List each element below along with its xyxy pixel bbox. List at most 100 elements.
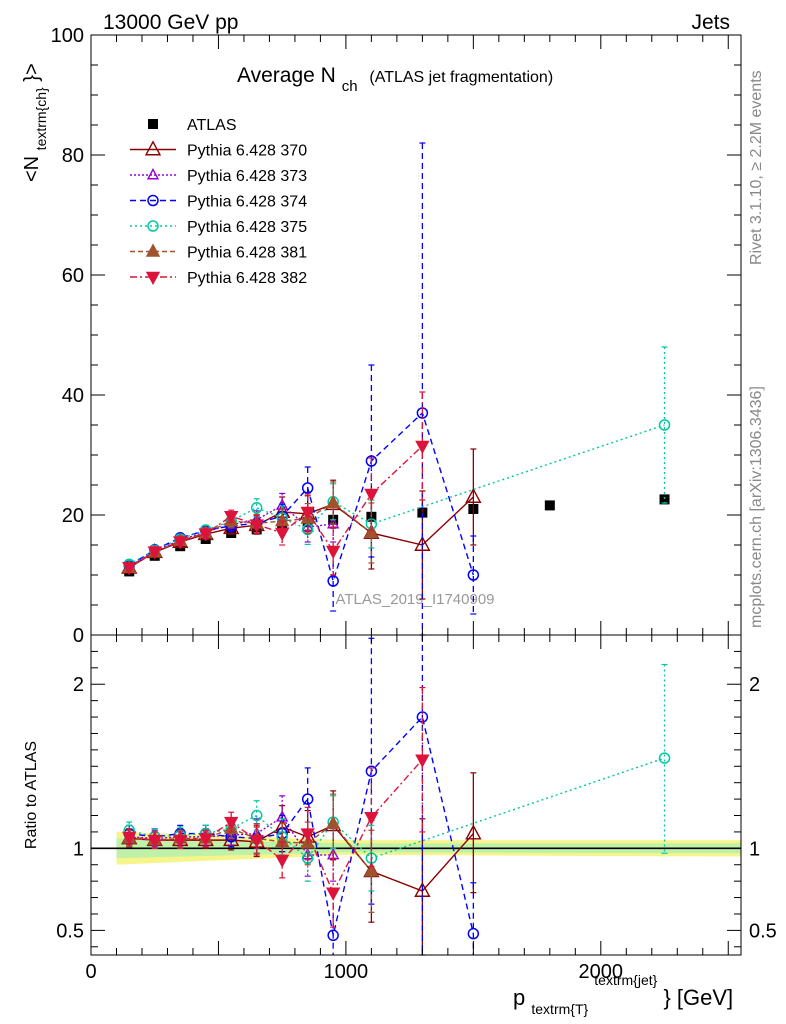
ratio-line-p374 — [129, 715, 475, 936]
ratio-ytick-label: 0.5 — [56, 920, 84, 942]
main-point-p374 — [365, 455, 378, 467]
main-point-p382 — [122, 562, 137, 576]
ratio-ylabel: Ratio to ATLAS — [23, 741, 40, 849]
main-title-suffix: (ATLAS jet fragmentation) — [369, 69, 553, 86]
legend: ATLAS Pythia 6.428 370 Pythia 6.428 373 Pyt… — [130, 117, 307, 287]
xtick-label: 0 — [85, 961, 96, 983]
main-ylabel-sub: textrm{ch} — [33, 87, 49, 150]
main-point-p370 — [414, 535, 431, 551]
ratio-ytick-label-right: 1 — [749, 838, 760, 860]
legend-marker-p382 — [145, 271, 161, 286]
main-ylabel: <N textrm{ch} }> — [21, 63, 51, 182]
legend-marker-p374 — [147, 194, 159, 207]
main-title-text: Average N — [237, 64, 336, 87]
main-ytick-label: 80 — [62, 145, 84, 167]
ratio-line-p375 — [129, 757, 665, 860]
ratio-point-p382 — [122, 831, 137, 845]
main-point-atlas — [544, 500, 555, 511]
ratio-point-p382 — [275, 854, 290, 868]
ratio-point-p382 — [300, 828, 315, 842]
ratio-point-p382 — [224, 816, 239, 831]
main-point-p382 — [173, 536, 188, 550]
main-ytick-label: 0 — [73, 625, 84, 647]
main-ytick-label: 40 — [62, 385, 84, 407]
ratio-point-p374 — [365, 765, 378, 777]
main-point-p382 — [147, 546, 162, 560]
main-series-layer — [121, 142, 671, 635]
main-line-p382 — [128, 445, 423, 568]
main-ytick-label: 60 — [62, 265, 84, 287]
ratio-point-p382 — [198, 833, 213, 847]
ratio-line-p373 — [129, 816, 334, 856]
ratio-point-p382 — [415, 754, 430, 768]
ratio-panel: 0.5 0.5 1 1 2 2 0 1000 2000 — [56, 634, 777, 983]
ratio-axis-ticks: 0.5 0.5 1 1 2 2 0 1000 2000 — [56, 635, 777, 983]
ratio-ytick-label: 2 — [73, 674, 84, 696]
legend-label-p374: Pythia 6.428 374 — [187, 194, 307, 211]
main-axis-ticks: 0 20 40 60 80 100 — [51, 25, 741, 647]
watermark: ATLAS_2019_I1740909 — [335, 591, 494, 608]
main-point-p382 — [275, 527, 290, 542]
ratio-series-layer — [121, 634, 671, 956]
x-axis-label-text: p — [513, 985, 525, 1010]
legend-label-p370: Pythia 6.428 370 — [187, 143, 307, 160]
main-point-p382 — [300, 506, 315, 521]
main-ylabel-suffix: }> — [21, 63, 43, 81]
ratio-point-p382 — [249, 834, 264, 849]
main-series-p370 — [121, 448, 482, 600]
ratio-point-p374 — [301, 793, 314, 805]
main-series-p382 — [122, 391, 430, 576]
x-axis-label: p textrm{T} textrm{jet} } [GeV] — [513, 965, 733, 1019]
main-point-p382 — [249, 519, 264, 533]
ratio-point-p374 — [467, 927, 480, 940]
main-point-p382 — [364, 488, 379, 503]
ratio-series-p370 — [121, 772, 482, 955]
header-right: Jets — [691, 11, 730, 34]
main-point-p381 — [325, 494, 341, 509]
ratio-point-p381 — [325, 815, 341, 829]
main-point-p382 — [224, 511, 239, 525]
main-title: Average N ch (ATLAS jet fragmentation) — [237, 64, 553, 96]
rivet-label: Rivet 3.1.10, ≥ 2.2M events — [748, 70, 765, 265]
legend-label-p381: Pythia 6.428 381 — [187, 245, 307, 262]
ratio-series-p382 — [122, 686, 430, 928]
x-axis-label-sub: textrm{T} — [531, 1001, 588, 1017]
main-ylabel-text: <N — [21, 156, 43, 182]
legend-marker-p373 — [146, 168, 160, 180]
header-left: 13000 GeV pp — [103, 11, 238, 34]
legend-marker-atlas — [148, 119, 158, 129]
main-ytick-label: 100 — [51, 25, 84, 47]
legend-label-p375: Pythia 6.428 375 — [187, 219, 307, 236]
ratio-ytick-label: 1 — [73, 838, 84, 860]
main-point-p374 — [301, 482, 314, 494]
ratio-point-p375 — [250, 809, 263, 822]
ratio-band-layer — [91, 831, 742, 865]
main-point-p382 — [198, 528, 213, 542]
xtick-label: 2000 — [579, 961, 624, 983]
ratio-point-p382 — [173, 834, 188, 849]
legend-label-p373: Pythia 6.428 373 — [187, 168, 307, 185]
main-point-p374 — [467, 569, 480, 581]
ratio-line-p382 — [129, 759, 423, 895]
mcplots-label: mcplots.cern.ch [arXiv:1306.3436] — [748, 386, 765, 628]
main-point-p382 — [415, 440, 430, 455]
main-ytick-label: 20 — [62, 505, 84, 527]
main-line-p381 — [128, 502, 372, 569]
main-point-p382 — [325, 545, 341, 560]
ratio-series-p374 — [123, 634, 480, 956]
main-point-p375 — [250, 502, 263, 514]
main-panel: ATLAS_2019_I1740909 0 20 40 60 80 100 — [51, 25, 742, 647]
legend-marker-p370 — [144, 140, 162, 156]
legend-label-p382: Pythia 6.428 382 — [187, 270, 307, 287]
ratio-point-p382 — [147, 834, 162, 849]
ratio-point-p375 — [658, 752, 671, 764]
ratio-point-p381 — [364, 863, 379, 877]
x-axis-label-sup: textrm{jet} — [594, 972, 657, 988]
main-point-p381 — [364, 524, 379, 539]
legend-marker-p375 — [147, 220, 159, 232]
ratio-ytick-label-right: 0.5 — [749, 920, 777, 942]
main-point-p370 — [465, 487, 482, 503]
main-point-p374 — [327, 575, 339, 587]
ratio-point-p382 — [325, 887, 341, 901]
